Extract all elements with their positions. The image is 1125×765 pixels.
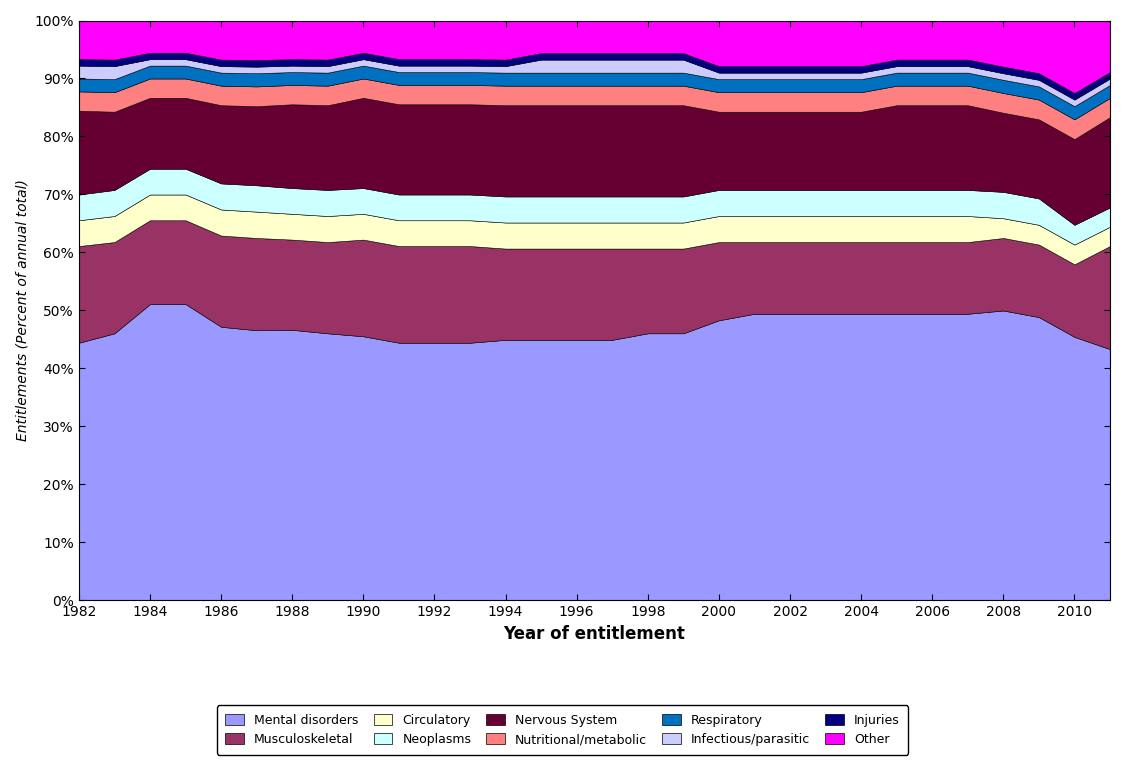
Legend: Mental disorders, Musculoskeletal, Circulatory, Neoplasms, Nervous System, Nutri: Mental disorders, Musculoskeletal, Circu…	[217, 705, 908, 755]
X-axis label: Year of entitlement: Year of entitlement	[504, 625, 685, 643]
Y-axis label: Entitlements (Percent of annual total): Entitlements (Percent of annual total)	[15, 180, 29, 441]
